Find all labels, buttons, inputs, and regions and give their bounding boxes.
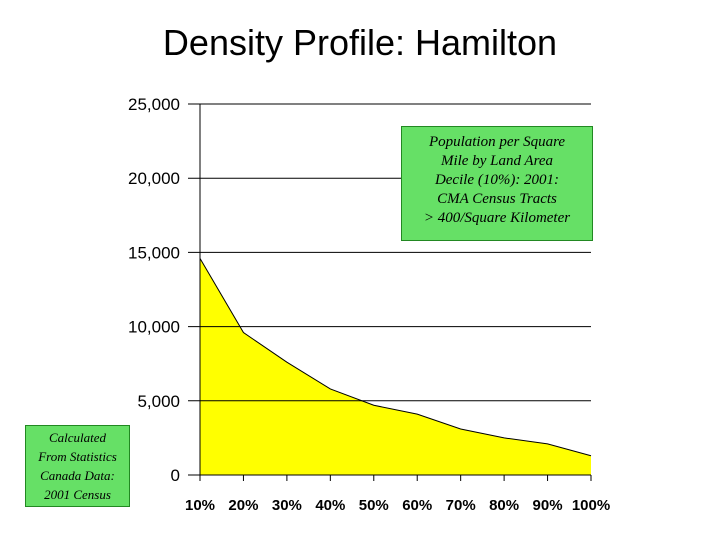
source-line: 2001 Census <box>44 487 111 502</box>
legend-line: Mile by Land Area <box>440 153 554 169</box>
source-line: Canada Data: <box>40 468 115 483</box>
x-tick-label: 100% <box>572 497 610 514</box>
x-tick-label: 10% <box>185 497 215 514</box>
x-tick-label: 20% <box>228 497 258 514</box>
y-tick-label: 5,000 <box>137 392 180 411</box>
y-tick-label: 15,000 <box>128 243 180 262</box>
area-fill <box>200 258 591 475</box>
x-tick-label: 40% <box>315 497 345 514</box>
x-tick-label: 80% <box>489 497 519 514</box>
area-line <box>199 258 592 457</box>
y-tick-label: 20,000 <box>128 169 180 188</box>
source-line: Calculated <box>48 430 107 445</box>
chart-title: Density Profile: Hamilton <box>162 22 558 63</box>
legend-line: > 400/Square Kilometer <box>423 210 571 226</box>
x-tick-label: 30% <box>272 497 302 514</box>
y-tick-label: 10,000 <box>128 318 180 337</box>
source-box: Calculated From Statistics Canada Data: … <box>25 425 130 507</box>
x-tick-label: 70% <box>446 497 476 514</box>
x-tick-label: 60% <box>402 497 432 514</box>
x-tick-label: 90% <box>533 497 563 514</box>
source-line: From Statistics <box>38 449 117 464</box>
x-tick-label: 50% <box>359 497 389 514</box>
y-tick-label: 25,000 <box>128 95 180 114</box>
y-tick-label: 0 <box>171 466 180 485</box>
legend-box: Population per Square Mile by Land Area … <box>401 126 593 241</box>
legend-line: Population per Square <box>428 134 566 150</box>
legend-line: Decile (10%): 2001: <box>434 172 560 188</box>
legend-line: CMA Census Tracts <box>437 191 557 207</box>
